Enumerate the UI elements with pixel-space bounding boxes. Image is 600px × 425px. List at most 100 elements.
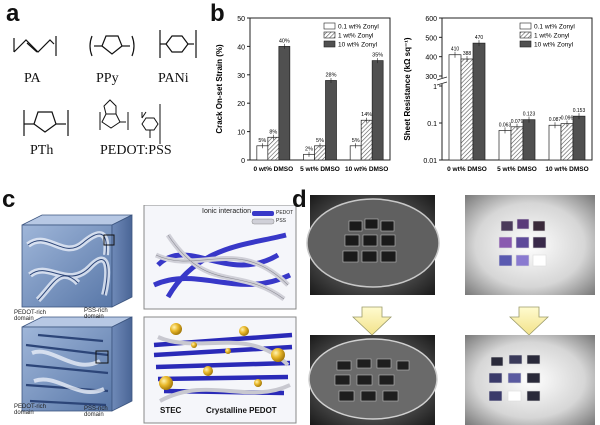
- chart-sheet-resistance: 300 400 500 600 0.01 0.1 1 Sheet Resistance (kΩ…: [403, 16, 593, 173]
- y-tick-label: 500: [425, 35, 437, 42]
- structure-pedot-pss: [99, 99, 161, 144]
- chemical-structures: [13, 30, 197, 144]
- data-label: 0.123: [523, 112, 536, 118]
- structure-pani: [159, 30, 197, 58]
- domain-label-pss-rich-top: PSS-rich domain: [84, 308, 108, 320]
- data-label: 0.096: [561, 116, 574, 122]
- x-tick-label: 0 wt% DMSO: [253, 166, 293, 173]
- data-label: 28%: [325, 72, 336, 78]
- data-label: 35%: [372, 53, 383, 59]
- x-tick-label: 5 wt% DMSO: [497, 166, 537, 173]
- y-tick-label: 30: [237, 73, 245, 80]
- arrow-down-left: [351, 306, 393, 336]
- y-tick-label: 20: [237, 101, 245, 108]
- x-tick-label: 10 wt% DMSO: [345, 166, 388, 173]
- legend-swatch: [519, 31, 532, 39]
- y-tick-label: 400: [425, 55, 437, 62]
- bar: [472, 42, 486, 161]
- photo-hemisphere-after: [465, 335, 595, 425]
- photo-hemisphere-before: [465, 195, 595, 295]
- zoom-bottom: [143, 316, 297, 424]
- data-label: 5%: [352, 138, 360, 144]
- y-axis-label: Crack On-set Strain (%): [215, 44, 224, 134]
- cube-bottom: [21, 316, 133, 412]
- schematic-morphology: [21, 205, 297, 424]
- label-ppy: PPy: [96, 71, 119, 86]
- domain-label-pedot-rich-bottom: PEDOT-rich domain: [14, 404, 47, 416]
- bar: [325, 80, 337, 161]
- photo-grid: [306, 195, 595, 425]
- data-label: 5%: [316, 138, 324, 144]
- domain-label-pedot-rich-top: PEDOT-rich domain: [14, 310, 47, 322]
- data-label: 40%: [279, 38, 290, 44]
- data-label: 0.153: [573, 108, 586, 114]
- legend-entry: 10 wt% Zonyl: [534, 42, 574, 49]
- photo-dish-before: [306, 195, 440, 295]
- bar: [371, 60, 384, 161]
- annotation-pss: PSS: [276, 218, 287, 224]
- data-label: 410: [451, 47, 460, 53]
- x-tick-label: 0 wt% DMSO: [447, 166, 487, 173]
- legend-swatch: [323, 22, 336, 30]
- label-pth: PTh: [30, 143, 54, 158]
- panel-label-c: c: [2, 186, 16, 213]
- photo-dish-after: [308, 335, 438, 425]
- legend-entry: 0.1 wt% Zonyl: [338, 24, 379, 31]
- legend-swatch: [323, 40, 336, 48]
- bar: [510, 126, 524, 161]
- legend-swatch: [519, 22, 532, 30]
- data-label: 0.087: [549, 117, 562, 123]
- panel-label-b: b: [210, 0, 225, 27]
- data-label: 470: [475, 35, 484, 41]
- data-label: 0.063: [499, 122, 512, 128]
- legend-entry: 0.1 wt% Zonyl: [534, 24, 575, 31]
- x-tick-label: 10 wt% DMSO: [545, 166, 588, 173]
- y-tick-label: 0: [241, 158, 245, 165]
- chart-crack-strain: 0 10 20 30 40 50 Crack On-set Strain (%) 0 wt% …: [215, 16, 391, 173]
- bar: [460, 58, 474, 161]
- y-tick-label: 0.1: [427, 121, 437, 128]
- bar: [498, 130, 512, 161]
- legend-entry: 10 wt% Zonyl: [338, 42, 378, 49]
- data-label: 388: [463, 51, 472, 57]
- legend-entry: 1 wt% Zonyl: [534, 33, 570, 40]
- label-pa: PA: [24, 71, 41, 86]
- annotation-stec: STEC: [160, 406, 182, 415]
- bar: [360, 119, 373, 161]
- data-label: 8%: [269, 129, 277, 135]
- x-tick-label: 5 wt% DMSO: [300, 166, 340, 173]
- y-tick-label: 600: [425, 16, 437, 23]
- bar: [448, 54, 462, 161]
- data-label: 14%: [361, 112, 372, 118]
- domain-label-pss-rich-bottom: PSS-rich domain: [84, 406, 108, 418]
- annotation-pedot: PEDOT: [276, 210, 294, 216]
- y-tick-label: 40: [237, 44, 245, 51]
- bar: [572, 115, 586, 161]
- y-axis-label: Sheet Resistance (kΩ sq⁻¹): [403, 37, 412, 140]
- bar: [267, 136, 280, 161]
- legend-swatch: [323, 31, 336, 39]
- annotation-ionic-interaction: Ionic interaction: [202, 208, 252, 215]
- structure-ppy: [89, 35, 135, 57]
- axis-break-mark: [436, 76, 448, 86]
- y-tick-label: 1: [433, 84, 437, 91]
- data-label: 2%: [305, 146, 313, 152]
- axis-break-mask: [438, 78, 446, 84]
- structure-pth: [23, 110, 69, 136]
- bar: [522, 119, 536, 161]
- bar: [278, 46, 291, 161]
- data-label: 5%: [258, 138, 266, 144]
- y-tick-label: 300: [425, 74, 437, 81]
- arrow-down-right: [508, 306, 550, 336]
- label-pedot-pss: PEDOT:PSS: [100, 143, 172, 158]
- legend-swatch: [519, 40, 532, 48]
- structure-pa: [13, 36, 57, 56]
- y-tick-label: 50: [237, 16, 245, 23]
- panel-label-d: d: [292, 186, 307, 213]
- annotation-crystalline-pedot: Crystalline PEDOT: [206, 406, 277, 415]
- bar: [548, 124, 562, 161]
- legend-entry: 1 wt% Zonyl: [338, 33, 374, 40]
- data-label: 0.079: [511, 119, 524, 125]
- y-tick-label: 10: [237, 130, 245, 137]
- label-pani: PANi: [158, 71, 189, 86]
